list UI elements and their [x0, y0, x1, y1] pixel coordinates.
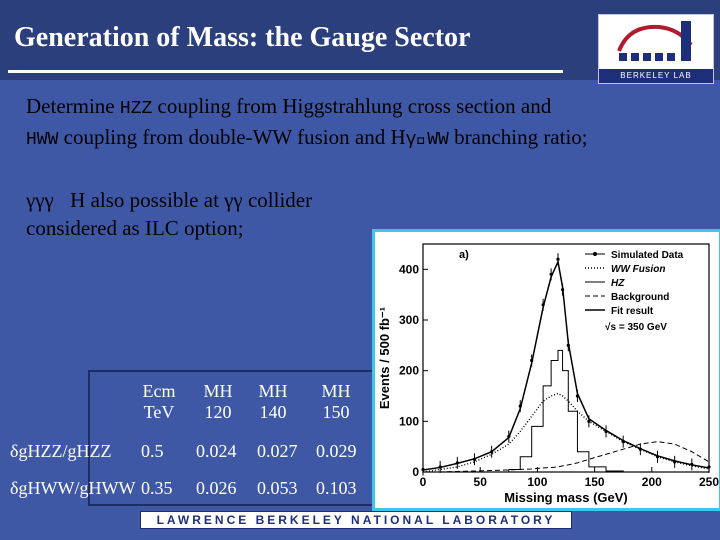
data-point — [556, 257, 560, 261]
p1-text-4: branching ratio; — [448, 125, 588, 149]
cell-hzz-150: 0.029 — [316, 441, 357, 461]
paragraph-1: Determine HZZ coupling from Higgstrahlun… — [26, 92, 716, 154]
header-mh-150: MH 150 — [321, 381, 351, 422]
x-tick-label: 150 — [585, 475, 605, 489]
p1-text-2: coupling from Higgstrahlung cross sectio… — [152, 94, 552, 118]
p2-line-1: γγγ H also possible at γγ collider — [26, 188, 313, 212]
plot-axes-box — [422, 243, 710, 473]
x-tick-label: 100 — [527, 475, 547, 489]
row-label-hzz: δgHZZ/gHZZ — [10, 441, 112, 461]
logo-text: BERKELEY LAB — [599, 69, 713, 83]
missing-mass-plot: 0 50 100 150 200 250 0 100 200 300 400 Missing mass… — [372, 229, 720, 511]
legend-entry: HZ — [611, 278, 625, 289]
y-tick-label: 400 — [399, 262, 419, 276]
legend-swatch-point — [593, 252, 597, 256]
y-axis-label: Events / 500 fb⁻¹ — [377, 307, 392, 409]
x-tick-label: 50 — [474, 475, 488, 489]
row-label-hww: δgHWW/gHWW — [10, 478, 136, 498]
x-tick-label: 0 — [420, 475, 427, 489]
legend-entry: Fit result — [611, 306, 654, 317]
berkeley-lab-logo: BERKELEY LAB — [598, 14, 714, 84]
x-tick-label: 200 — [642, 475, 662, 489]
cell-hww-150: 0.103 — [316, 478, 357, 498]
x-axis-label: Missing mass (GeV) — [504, 490, 628, 505]
series-line-background — [423, 441, 710, 473]
series-line-fit-result — [422, 259, 710, 471]
p1-text-1: Determine — [26, 94, 120, 118]
energy-annotation: √s = 350 GeV — [605, 322, 667, 333]
cell-hww-140: 0.053 — [257, 478, 298, 498]
footer-banner: LAWRENCE BERKELEY NATIONAL LABORATORY — [140, 511, 572, 529]
legend-entry: Simulated Data — [611, 250, 684, 261]
y-tick-label: 0 — [412, 465, 419, 479]
cell-hzz-120: 0.024 — [196, 441, 237, 461]
p1-hzz: HZZ — [119, 99, 153, 119]
p1-text-3: coupling from double-WW fusion and H — [58, 125, 406, 149]
cell-hzz-140: 0.027 — [257, 441, 298, 461]
p1-hww: HWW — [26, 130, 59, 150]
header-mh-120: MH 120 — [203, 381, 233, 422]
header-mh-140: MH 140 — [258, 381, 288, 422]
slide-title: Generation of Mass: the Gauge Sector — [14, 22, 471, 53]
header-ecm: Ecm TeV — [142, 381, 176, 422]
panel-label: a) — [459, 249, 469, 261]
y-tick-label: 200 — [399, 364, 419, 378]
legend-entry: Background — [611, 292, 669, 303]
paragraph-2: γγγ H also possible at γγ collider consi… — [26, 186, 386, 242]
cell-hzz-ecm: 0.5 — [141, 441, 164, 461]
y-tick-label: 300 — [399, 313, 419, 327]
series-line-ww-fusion — [422, 392, 710, 473]
title-underline — [8, 70, 563, 73]
legend-entry: WW Fusion — [611, 264, 665, 275]
chart-svg: 0 50 100 150 200 250 0 100 200 300 400 Missing mass… — [377, 243, 719, 505]
cell-hww-ecm: 0.35 — [141, 478, 173, 498]
logo-graphic-icon — [617, 21, 693, 61]
series-line-hz — [423, 349, 709, 473]
cell-hww-120: 0.026 — [196, 478, 237, 498]
y-tick-label: 100 — [399, 414, 419, 428]
p2-line-2: considered as ILC option; — [26, 216, 244, 240]
p1-gamma-ww: γ WW — [405, 130, 449, 150]
x-tick-label: 250 — [699, 475, 719, 489]
